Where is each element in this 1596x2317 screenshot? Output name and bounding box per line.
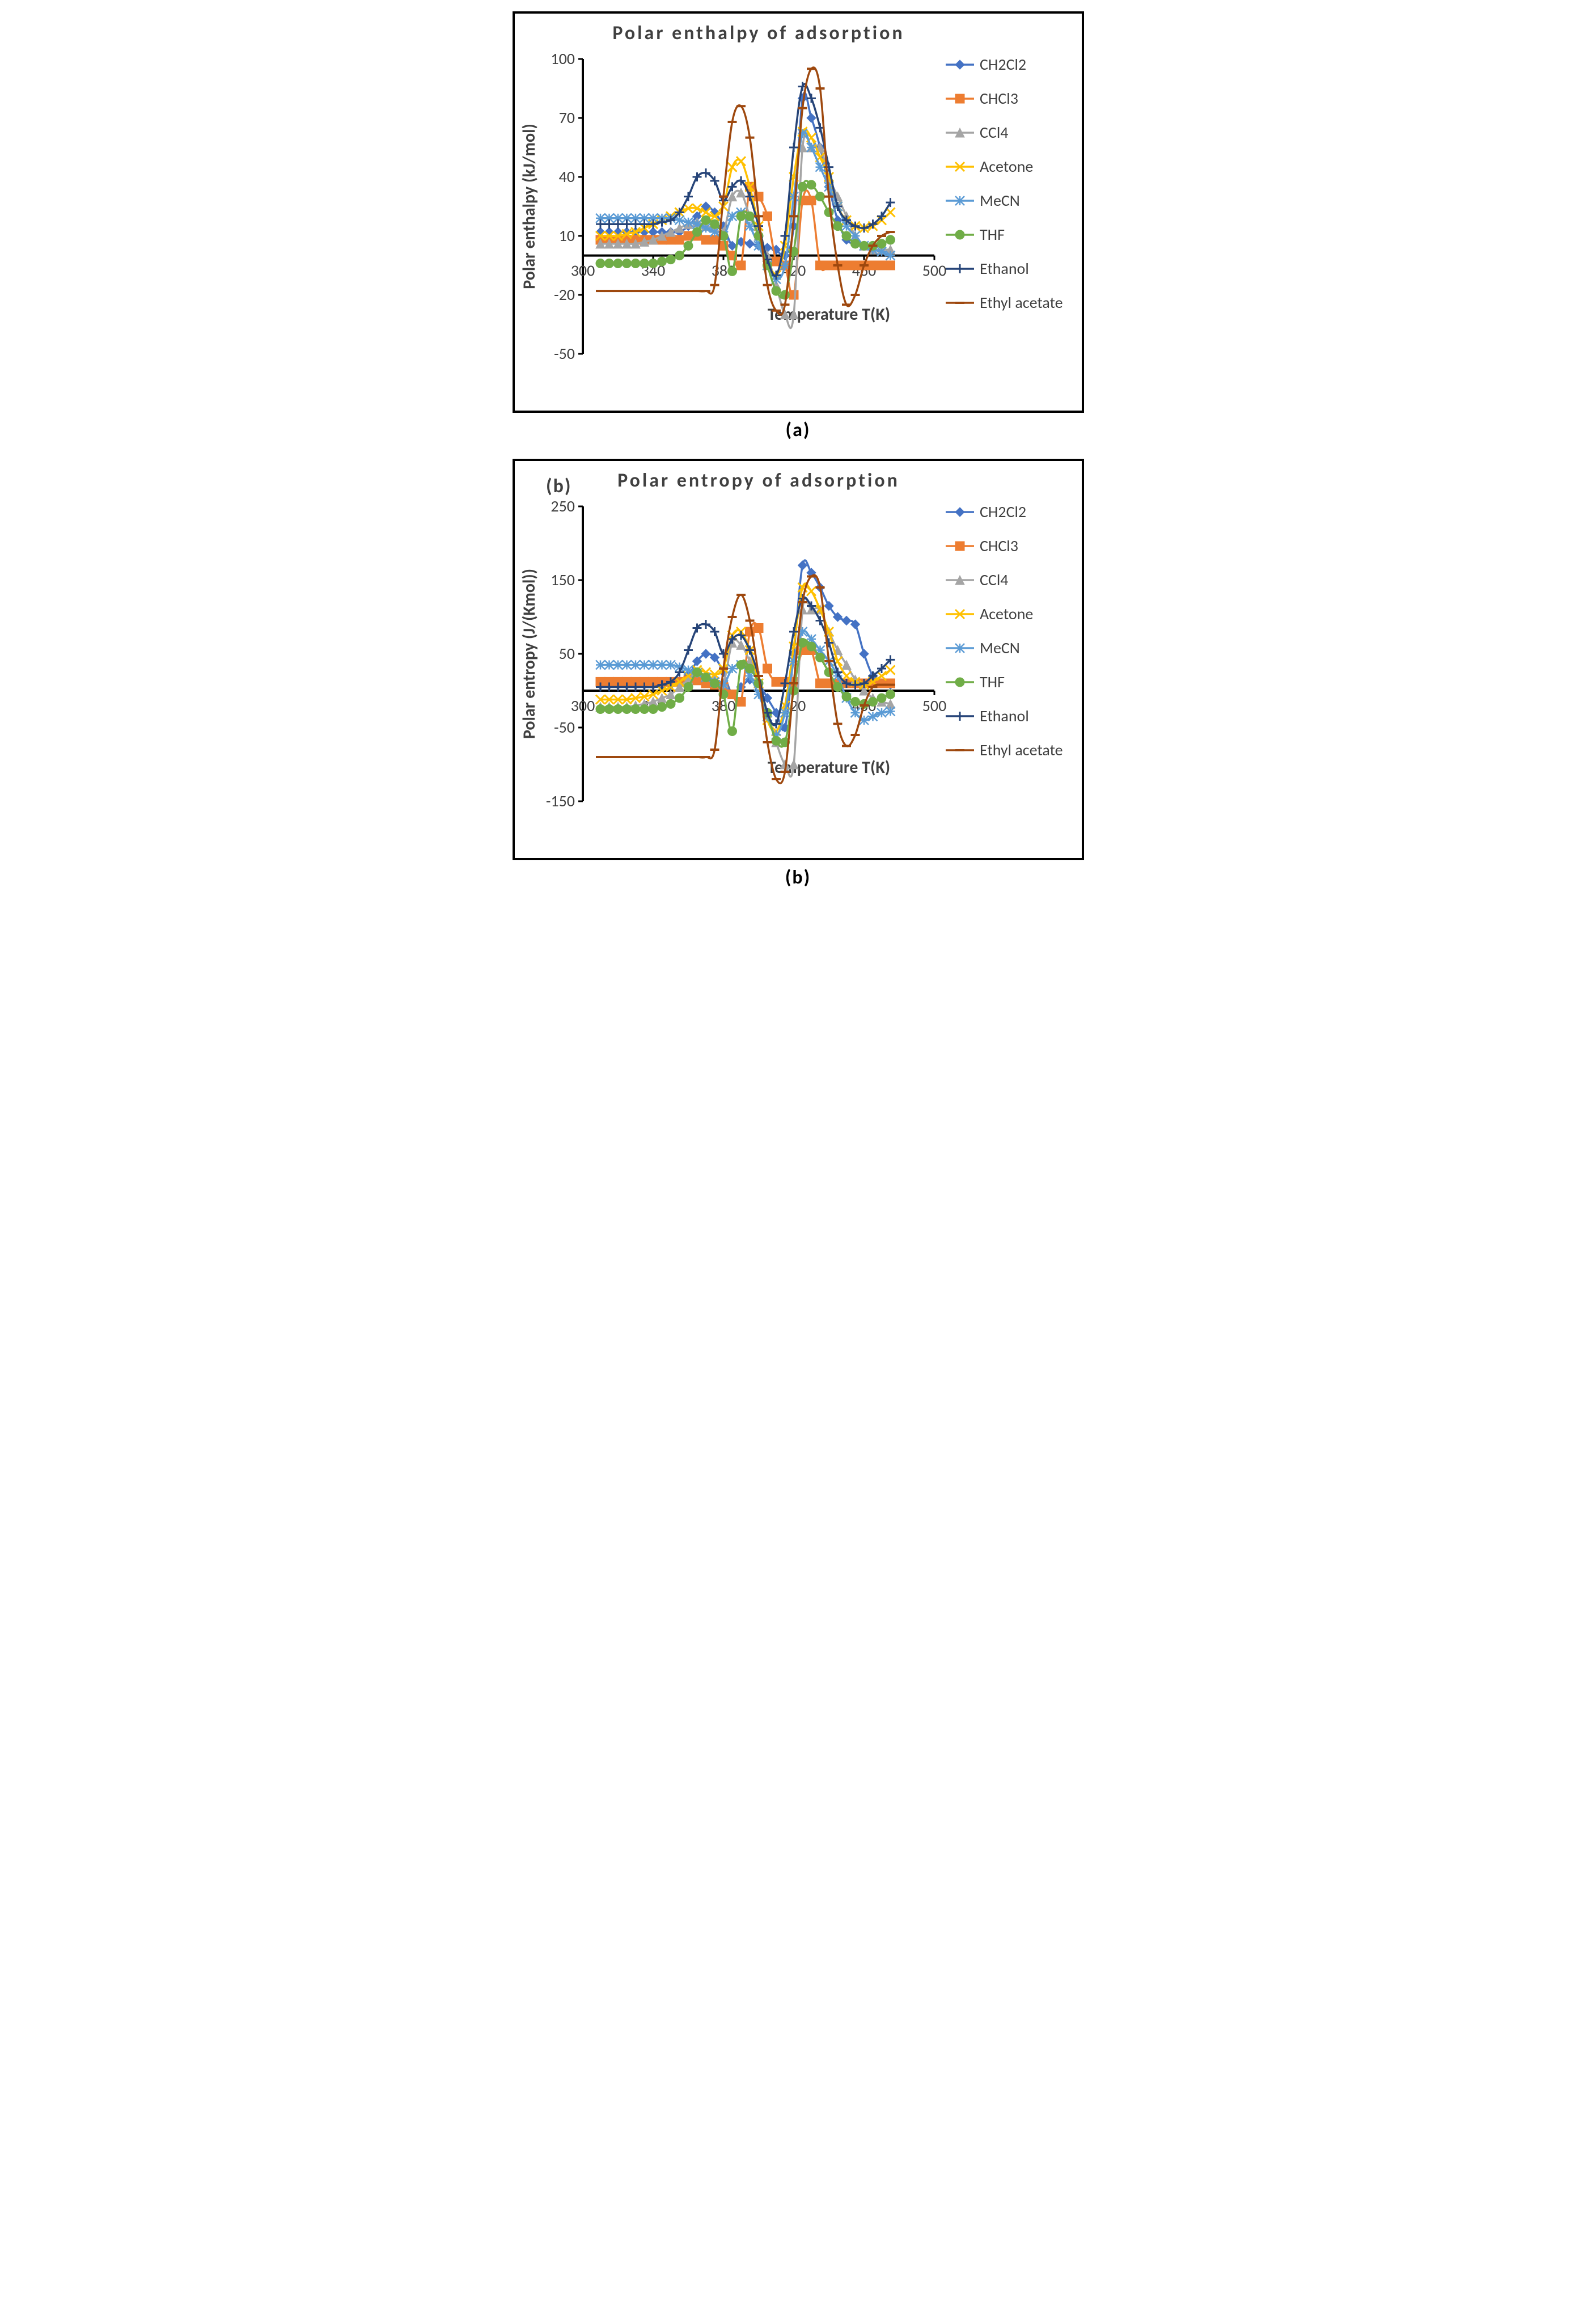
y-tick-label: 50 xyxy=(558,644,574,663)
legend-label: CH2Cl2 xyxy=(980,54,1026,74)
x-tick-label: 500 xyxy=(922,261,946,281)
legend-label: CCl4 xyxy=(980,570,1008,590)
legend-label: Ethanol xyxy=(980,259,1029,278)
legend-label: Ethanol xyxy=(980,706,1029,726)
x-tick-label: 500 xyxy=(922,696,946,716)
y-tick-label: 10 xyxy=(558,226,574,246)
legend-label: MeCN xyxy=(980,638,1020,658)
chart-title: Polar enthalpy of adsorption xyxy=(612,22,904,45)
legend-label: THF xyxy=(980,672,1005,692)
y-axis-label: Polar enthalpy (kJ/mol) xyxy=(519,124,540,289)
legend-label: CHCl3 xyxy=(980,536,1018,556)
legend-label: MeCN xyxy=(980,191,1020,210)
chart-title: Polar entropy of adsorption xyxy=(617,469,900,492)
chart-a: Polar enthalpy of adsorption -50 -20 10 40 70… xyxy=(515,14,1082,411)
x-tick-label: 300 xyxy=(570,696,595,716)
panel-a: Polar enthalpy of adsorption -50 -20 10 40 70… xyxy=(513,11,1084,413)
y-axis-label: Polar entropy (J/(Kmol)) xyxy=(519,569,540,739)
panel-a-wrap: Polar enthalpy of adsorption -50 -20 10 40 70… xyxy=(513,11,1084,442)
legend-label: CCl4 xyxy=(980,122,1008,142)
y-tick-label: 100 xyxy=(551,49,575,69)
legend-label: CHCl3 xyxy=(980,88,1018,108)
panel-b-tag: (b) xyxy=(546,475,571,498)
legend-label: Ethyl acetate xyxy=(980,740,1063,760)
x-tick-label: 300 xyxy=(570,261,595,281)
caption-a: (a) xyxy=(513,418,1084,442)
y-tick-label: 150 xyxy=(551,570,575,590)
y-tick-label: 70 xyxy=(558,108,574,128)
y-tick-label: 40 xyxy=(558,167,574,187)
legend-label: Ethyl acetate xyxy=(980,293,1063,312)
y-tick-label: 250 xyxy=(551,496,575,516)
panel-b-wrap: Polar entropy of adsorption (b) -150 -50 50 1… xyxy=(513,459,1084,889)
legend-label: CH2Cl2 xyxy=(980,502,1026,522)
y-tick-label: -50 xyxy=(554,344,575,363)
legend-label: Acetone xyxy=(980,157,1033,176)
legend-label: THF xyxy=(980,225,1005,244)
y-tick-label: -150 xyxy=(545,791,574,811)
legend-label: Acetone xyxy=(980,604,1033,624)
chart-b: Polar entropy of adsorption (b) -150 -50 50 1… xyxy=(515,461,1082,858)
panel-b: Polar entropy of adsorption (b) -150 -50 50 1… xyxy=(513,459,1084,860)
figure-stack: Polar enthalpy of adsorption -50 -20 10 40 70… xyxy=(11,11,1585,889)
caption-b: (b) xyxy=(513,866,1084,889)
y-tick-label: -50 xyxy=(554,717,575,737)
y-tick-label: -20 xyxy=(554,285,575,305)
